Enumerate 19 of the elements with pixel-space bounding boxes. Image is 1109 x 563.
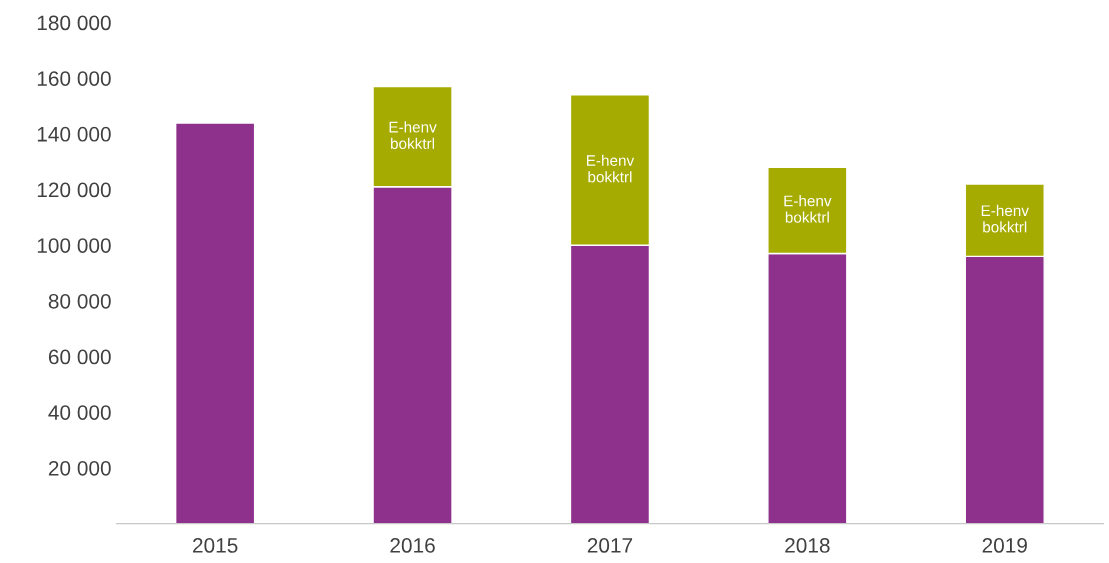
y-tick-label: 140 000 bbox=[37, 126, 111, 142]
x-tick-label: 2018 bbox=[785, 538, 830, 553]
x-tick-label: 2017 bbox=[587, 538, 633, 553]
y-tick-label: 100 000 bbox=[37, 238, 111, 253]
x-tick-label: 2015 bbox=[193, 538, 238, 553]
bar bbox=[174, 122, 256, 524]
x-tick-label: 2016 bbox=[390, 538, 435, 553]
y-tick-label: 20 000 bbox=[48, 460, 111, 476]
x-tick-label: 2019 bbox=[982, 538, 1027, 553]
y-tick-label: 80 000 bbox=[48, 293, 111, 309]
y-tick-label: 120 000 bbox=[37, 182, 111, 198]
y-tick-label: 160 000 bbox=[37, 71, 111, 86]
data-label: E-henv bokktrl bbox=[981, 204, 1029, 233]
y-tick-label: 40 000 bbox=[48, 405, 111, 420]
y-tick-label: 60 000 bbox=[48, 349, 111, 365]
data-label: E-henv bokktrl bbox=[389, 121, 437, 149]
y-tick-label: 180 000 bbox=[37, 15, 111, 31]
data-label: E-henv bokktrl bbox=[587, 154, 635, 183]
data-label: E-henv bokktrl bbox=[784, 195, 832, 223]
